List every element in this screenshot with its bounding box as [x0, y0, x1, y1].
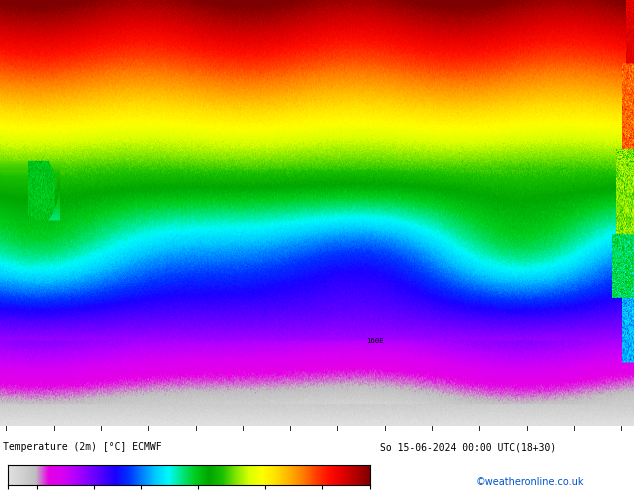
- Text: 160E: 160E: [366, 339, 384, 344]
- Text: Temperature (2m) [°C] ECMWF: Temperature (2m) [°C] ECMWF: [3, 442, 162, 452]
- Text: So 15-06-2024 00:00 UTC(18+30): So 15-06-2024 00:00 UTC(18+30): [380, 442, 557, 452]
- Text: ©weatheronline.co.uk: ©weatheronline.co.uk: [476, 477, 584, 487]
